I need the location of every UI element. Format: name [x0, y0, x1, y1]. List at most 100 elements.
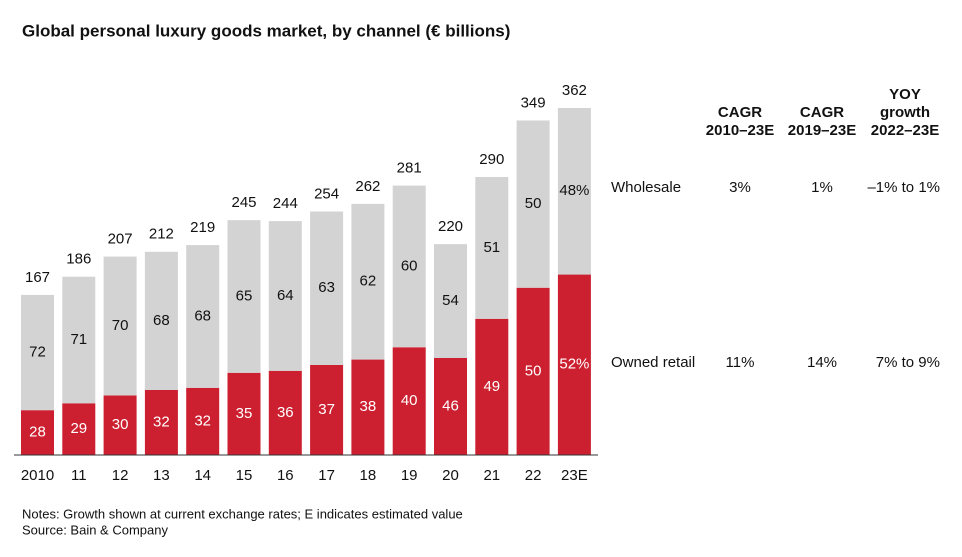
table-cell: 3%: [729, 179, 751, 196]
segment-label: 30: [112, 416, 129, 433]
segment-label: 62: [360, 273, 377, 290]
total-label: 245: [231, 194, 256, 211]
segment-label: 48%: [559, 182, 589, 199]
segment-label: 50: [525, 195, 542, 212]
bar-segment: [351, 203, 385, 360]
total-label: 244: [273, 195, 298, 212]
table-header: 2019–23E: [788, 122, 856, 139]
segment-label: 68: [153, 312, 170, 329]
segment-label: 72: [29, 344, 46, 361]
bar-segment: [21, 410, 54, 455]
bar-segment: [268, 370, 302, 455]
bar-segment: [557, 274, 591, 455]
bar-segment: [62, 276, 96, 404]
bar-segment: [434, 357, 467, 455]
total-label: 290: [479, 151, 504, 168]
x-tick-label: 15: [236, 467, 253, 484]
total-label: 349: [521, 94, 546, 111]
table-cell: 1%: [811, 179, 833, 196]
row-label: Owned retail: [611, 354, 695, 371]
segment-label: 51: [483, 239, 500, 256]
segment-label: 60: [401, 257, 418, 274]
bar-segment: [516, 287, 550, 455]
x-tick-label: 2010: [21, 467, 54, 484]
table-cell: 11%: [726, 354, 755, 371]
bar-segment: [434, 244, 467, 358]
bar-segment: [268, 221, 302, 371]
bar-segment: [557, 107, 591, 275]
bar-segment: [103, 395, 137, 455]
x-tick-label: 14: [194, 467, 211, 484]
bar-segment: [475, 318, 509, 455]
bar-segment: [392, 185, 426, 348]
note: Source: Bain & Company: [22, 522, 168, 537]
bar-segment: [475, 177, 509, 319]
total-label: 281: [397, 160, 422, 177]
x-tick-label: 17: [318, 467, 335, 484]
table-header: growth: [880, 104, 930, 121]
x-tick-label: 21: [483, 467, 500, 484]
total-label: 167: [25, 269, 50, 286]
segment-label: 36: [277, 404, 294, 421]
segment-label: 29: [70, 420, 87, 437]
segment-label: 32: [194, 412, 211, 429]
total-label: 262: [355, 178, 380, 195]
bar-segment: [21, 294, 54, 411]
bar-segment: [310, 364, 344, 455]
bar-segment: [392, 347, 426, 455]
table-cell: 14%: [807, 354, 837, 371]
total-label: 254: [314, 185, 339, 202]
segment-label: 71: [70, 331, 87, 348]
x-tick-label: 19: [401, 467, 418, 484]
segment-label: 64: [277, 287, 294, 304]
segment-label: 28: [29, 424, 46, 441]
segment-label: 65: [236, 287, 253, 304]
total-label: 220: [438, 218, 463, 235]
segment-label: 52%: [559, 356, 589, 373]
table-header: 2022–23E: [871, 122, 939, 139]
table-cell: –1% to 1%: [867, 179, 940, 196]
x-tick-label: 18: [360, 467, 377, 484]
segment-label: 32: [153, 413, 170, 430]
segment-label: 40: [401, 392, 418, 409]
segment-label: 54: [442, 292, 459, 309]
segment-label: 63: [318, 279, 335, 296]
bar-segment: [516, 120, 550, 288]
bar-segment: [310, 211, 344, 365]
table-header: 2010–23E: [706, 122, 774, 139]
bar-segment: [227, 372, 261, 455]
bar-segment: [186, 387, 220, 455]
segment-label: 38: [360, 398, 377, 415]
x-tick-label: 23E: [561, 467, 588, 484]
x-tick-label: 12: [112, 467, 129, 484]
bar-segment: [62, 403, 96, 455]
x-tick-label: 13: [153, 467, 170, 484]
x-tick-label: 20: [442, 467, 459, 484]
x-tick-label: 11: [71, 467, 87, 484]
total-label: 207: [108, 231, 133, 248]
table-header: CAGR: [718, 104, 762, 121]
total-label: 212: [149, 226, 174, 243]
segment-label: 68: [194, 307, 211, 324]
table-cell: 7% to 9%: [876, 354, 940, 371]
segment-label: 46: [442, 397, 459, 414]
x-tick-label: 22: [525, 467, 542, 484]
total-label: 219: [190, 219, 215, 236]
bar-segment: [186, 245, 220, 388]
segment-label: 49: [483, 378, 500, 395]
bar-segment: [351, 359, 385, 455]
row-label: Wholesale: [611, 179, 681, 196]
note: Notes: Growth shown at current exchange …: [22, 506, 463, 521]
total-label: 362: [562, 82, 587, 99]
bar-segment: [227, 220, 261, 373]
segment-label: 70: [112, 317, 129, 334]
table-header: YOY: [889, 86, 921, 103]
bar-segment: [144, 389, 178, 455]
segment-label: 37: [318, 401, 335, 418]
total-label: 186: [66, 251, 91, 268]
chart-title: Global personal luxury goods market, by …: [22, 21, 510, 40]
bar-segment: [144, 251, 178, 390]
segment-label: 35: [236, 405, 253, 422]
segment-label: 50: [525, 362, 542, 379]
